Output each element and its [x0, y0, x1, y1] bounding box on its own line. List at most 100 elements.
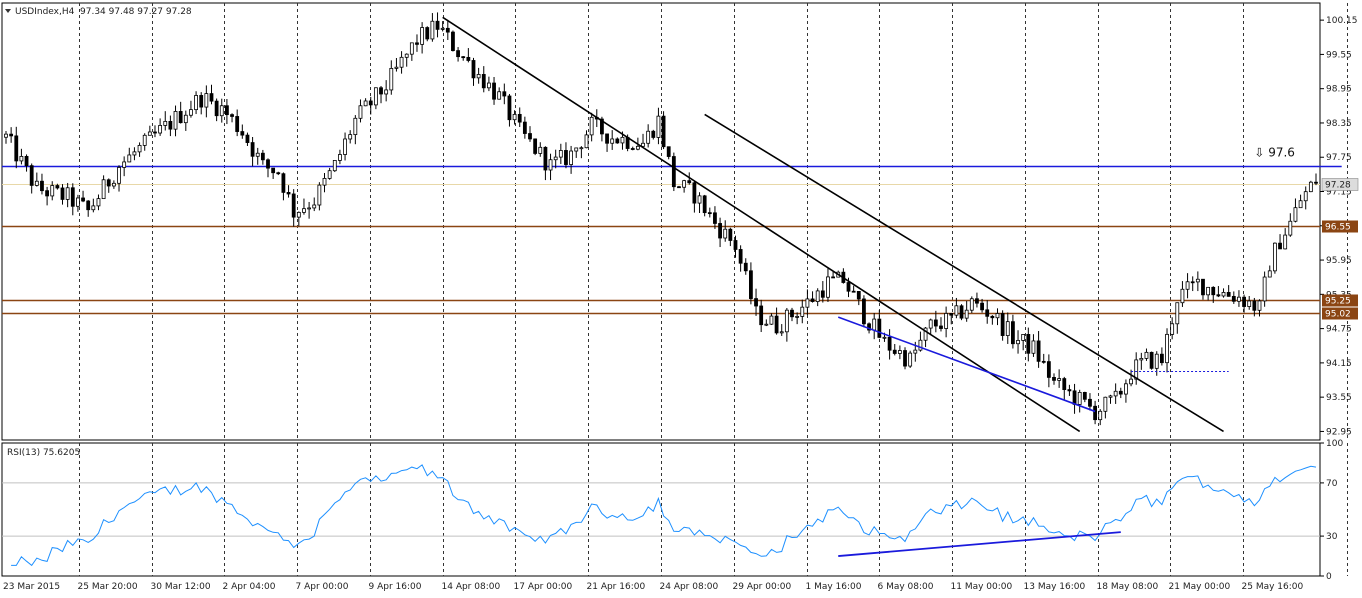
bear-candle — [1211, 286, 1216, 296]
bull-candle — [183, 114, 188, 124]
bull-candle — [1175, 302, 1180, 325]
bull-candle — [65, 187, 70, 200]
bear-candle — [774, 315, 779, 334]
rsi-tick-label: 70 — [1326, 479, 1338, 489]
bear-candle — [507, 95, 512, 121]
bear-candle — [600, 118, 604, 135]
bull-candle — [1288, 220, 1293, 236]
bull-candle — [317, 184, 322, 206]
bear-candle — [707, 212, 712, 215]
bear-candle — [985, 309, 990, 317]
bull-candle — [1154, 353, 1159, 369]
bear-candle — [456, 50, 460, 58]
bear-candle — [1278, 242, 1282, 250]
time-tick-label: 23 Mar 2015 — [3, 582, 60, 592]
bear-candle — [286, 192, 291, 195]
bull-candle — [697, 195, 702, 204]
price-tick-label: 98.95 — [1326, 85, 1352, 95]
bull-candle — [918, 339, 923, 351]
bear-candle — [70, 187, 75, 207]
bear-candle — [892, 349, 897, 354]
time-tick-label: 25 Mar 20:00 — [78, 582, 138, 592]
bull-candle — [163, 120, 168, 126]
bear-candle — [1190, 281, 1195, 284]
resistance-trendline — [442, 16, 1081, 433]
bull-candle — [646, 130, 651, 144]
bull-candle — [995, 313, 1000, 319]
bull-candle — [173, 111, 178, 130]
bear-candle — [1026, 333, 1031, 354]
bull-candle — [944, 313, 949, 329]
bull-candle — [784, 309, 789, 333]
bear-candle — [415, 42, 419, 45]
bear-candle — [933, 319, 938, 327]
bull-candle — [569, 150, 573, 165]
bull-candle — [34, 180, 39, 186]
bear-candle — [199, 95, 204, 108]
bull-candle — [682, 180, 687, 188]
bull-candle — [312, 204, 317, 209]
bull-candle — [897, 350, 902, 354]
time-axis: 23 Mar 2015 25 Mar 20:00 30 Mar 12:00 2 Apr… — [3, 582, 1303, 592]
bear-candle — [810, 298, 815, 302]
rsi-line — [11, 464, 1317, 567]
bear-candle — [1231, 295, 1236, 302]
bear-candle — [517, 113, 522, 123]
bear-candle — [759, 305, 764, 326]
bull-candle — [440, 27, 445, 30]
price-level-tag-label: 95.25 — [1325, 297, 1351, 307]
dropdown-triangle-icon[interactable] — [5, 9, 11, 13]
bull-candle — [1273, 242, 1277, 272]
bull-candle — [117, 167, 121, 184]
bear-candle — [528, 133, 532, 140]
bull-candle — [1098, 410, 1103, 421]
bull-candle — [420, 27, 425, 45]
bull-candle — [1031, 340, 1036, 354]
bull-candle — [1267, 270, 1272, 278]
bear-candle — [225, 105, 229, 116]
vertical-gridlines — [79, 3, 1348, 576]
chart-header: USDIndex,H4 97.34 97.48 97.27 97.28 — [5, 7, 192, 17]
bear-candle — [230, 114, 234, 117]
time-tick-label: 21 May 00:00 — [1169, 582, 1231, 592]
bear-candle — [671, 156, 676, 188]
bull-candle — [296, 211, 301, 218]
bull-candle — [302, 208, 306, 213]
bull-candle — [1103, 396, 1108, 412]
bear-candle — [718, 223, 722, 239]
bull-candle — [1303, 191, 1308, 202]
bear-candle — [1046, 361, 1051, 378]
bull-candle — [50, 185, 55, 197]
bear-candle — [903, 350, 907, 367]
bull-candle — [1195, 278, 1200, 283]
bull-candle — [635, 145, 640, 150]
bear-candle — [481, 74, 486, 89]
bear-candle — [980, 302, 984, 311]
bull-candle — [1247, 300, 1252, 307]
bull-candle — [589, 116, 594, 136]
bull-candle — [122, 161, 127, 168]
bear-candle — [451, 31, 455, 52]
bull-candle — [908, 352, 913, 367]
time-tick-label: 2 Apr 04:00 — [223, 582, 276, 592]
price-level-tag — [1322, 294, 1358, 307]
bear-candle — [1314, 181, 1318, 184]
bear-candle — [1036, 340, 1041, 362]
time-tick-label: 29 Apr 00:00 — [733, 582, 792, 592]
bear-candle — [425, 27, 430, 40]
bull-candle — [476, 74, 481, 79]
bull-candle — [399, 56, 404, 68]
bull-candle — [620, 136, 625, 144]
bull-candle — [358, 105, 363, 119]
bear-candle — [14, 135, 19, 162]
bear-candle — [60, 187, 65, 200]
bear-candle — [250, 142, 255, 157]
bear-candle — [291, 193, 296, 218]
rsi-tick-label: 30 — [1326, 532, 1338, 542]
trendlines — [442, 16, 1229, 433]
bear-candle — [1072, 390, 1077, 405]
bull-candle — [1262, 276, 1267, 302]
bear-candle — [543, 146, 548, 171]
bear-candle — [564, 150, 568, 165]
